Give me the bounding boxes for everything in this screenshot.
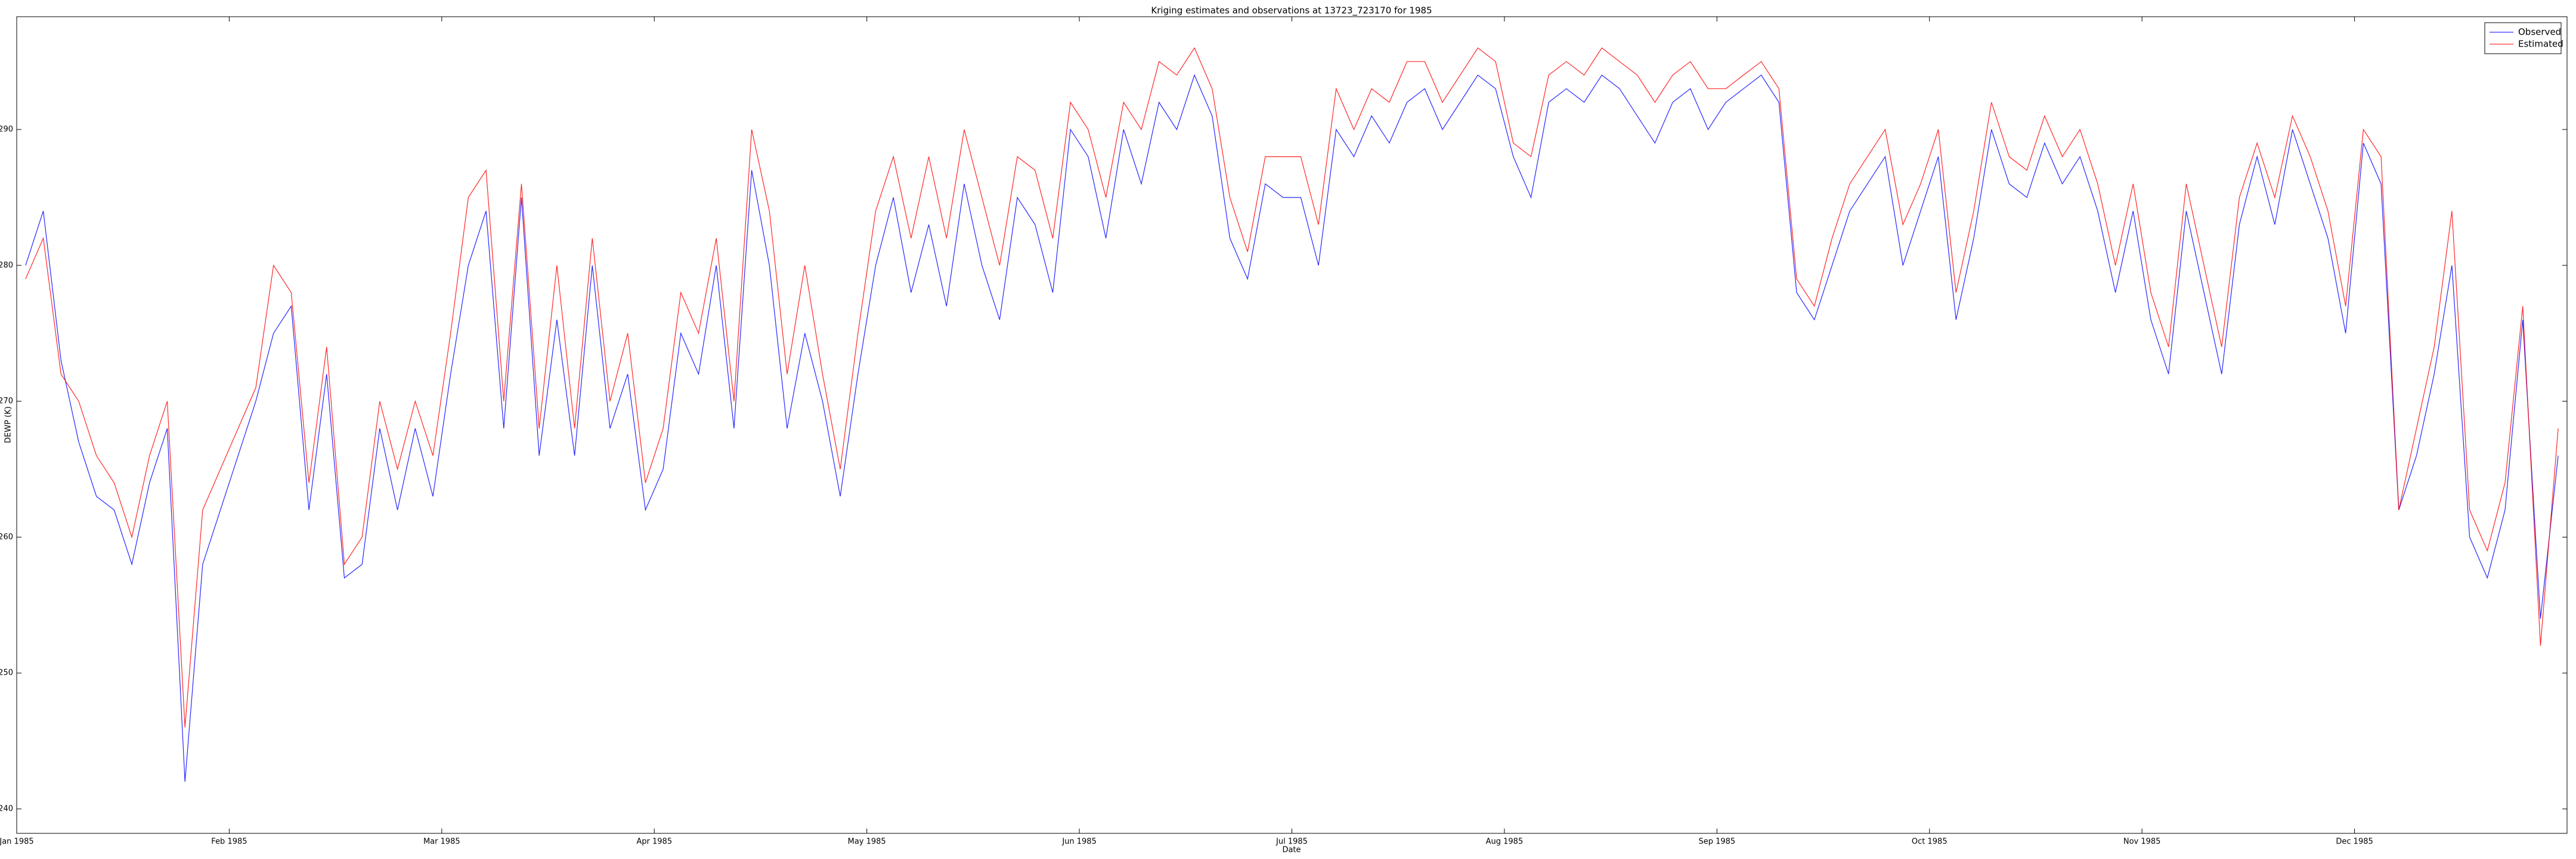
y-tick-label: 290 <box>0 125 13 134</box>
legend-label: Estimated <box>2518 39 2563 50</box>
y-tick-label: 270 <box>0 397 13 406</box>
chart-title: Kriging estimates and observations at 13… <box>1151 5 1432 17</box>
x-tick-label: May 1985 <box>848 838 886 846</box>
y-tick-label: 280 <box>0 261 13 270</box>
x-tick-label: Nov 1985 <box>2123 838 2161 846</box>
x-axis-label: Date <box>1282 846 1301 855</box>
legend-box <box>2484 22 2562 54</box>
x-tick-label: Jan 1985 <box>0 838 34 846</box>
x-tick-label: Mar 1985 <box>423 838 460 846</box>
series-line <box>25 74 2559 782</box>
y-tick-label: 250 <box>0 669 13 678</box>
x-tick-label: Aug 1985 <box>1486 838 1524 846</box>
plot-frame <box>16 16 2568 834</box>
x-tick-label: Jun 1985 <box>1061 838 1097 846</box>
x-tick-label: Apr 1985 <box>636 838 672 846</box>
series-line <box>25 47 2559 728</box>
x-tick-label: Feb 1985 <box>211 838 247 846</box>
legend-label: Observed <box>2518 27 2561 38</box>
x-tick-label: Sep 1985 <box>1698 838 1735 846</box>
x-tick-label: Dec 1985 <box>2336 838 2373 846</box>
x-tick-label: Oct 1985 <box>1912 838 1948 846</box>
y-tick-label: 260 <box>0 533 13 542</box>
y-tick-label: 240 <box>0 804 13 813</box>
y-axis-label: DEWP (K) <box>4 406 13 443</box>
x-tick-label: Jul 1985 <box>1275 838 1308 846</box>
